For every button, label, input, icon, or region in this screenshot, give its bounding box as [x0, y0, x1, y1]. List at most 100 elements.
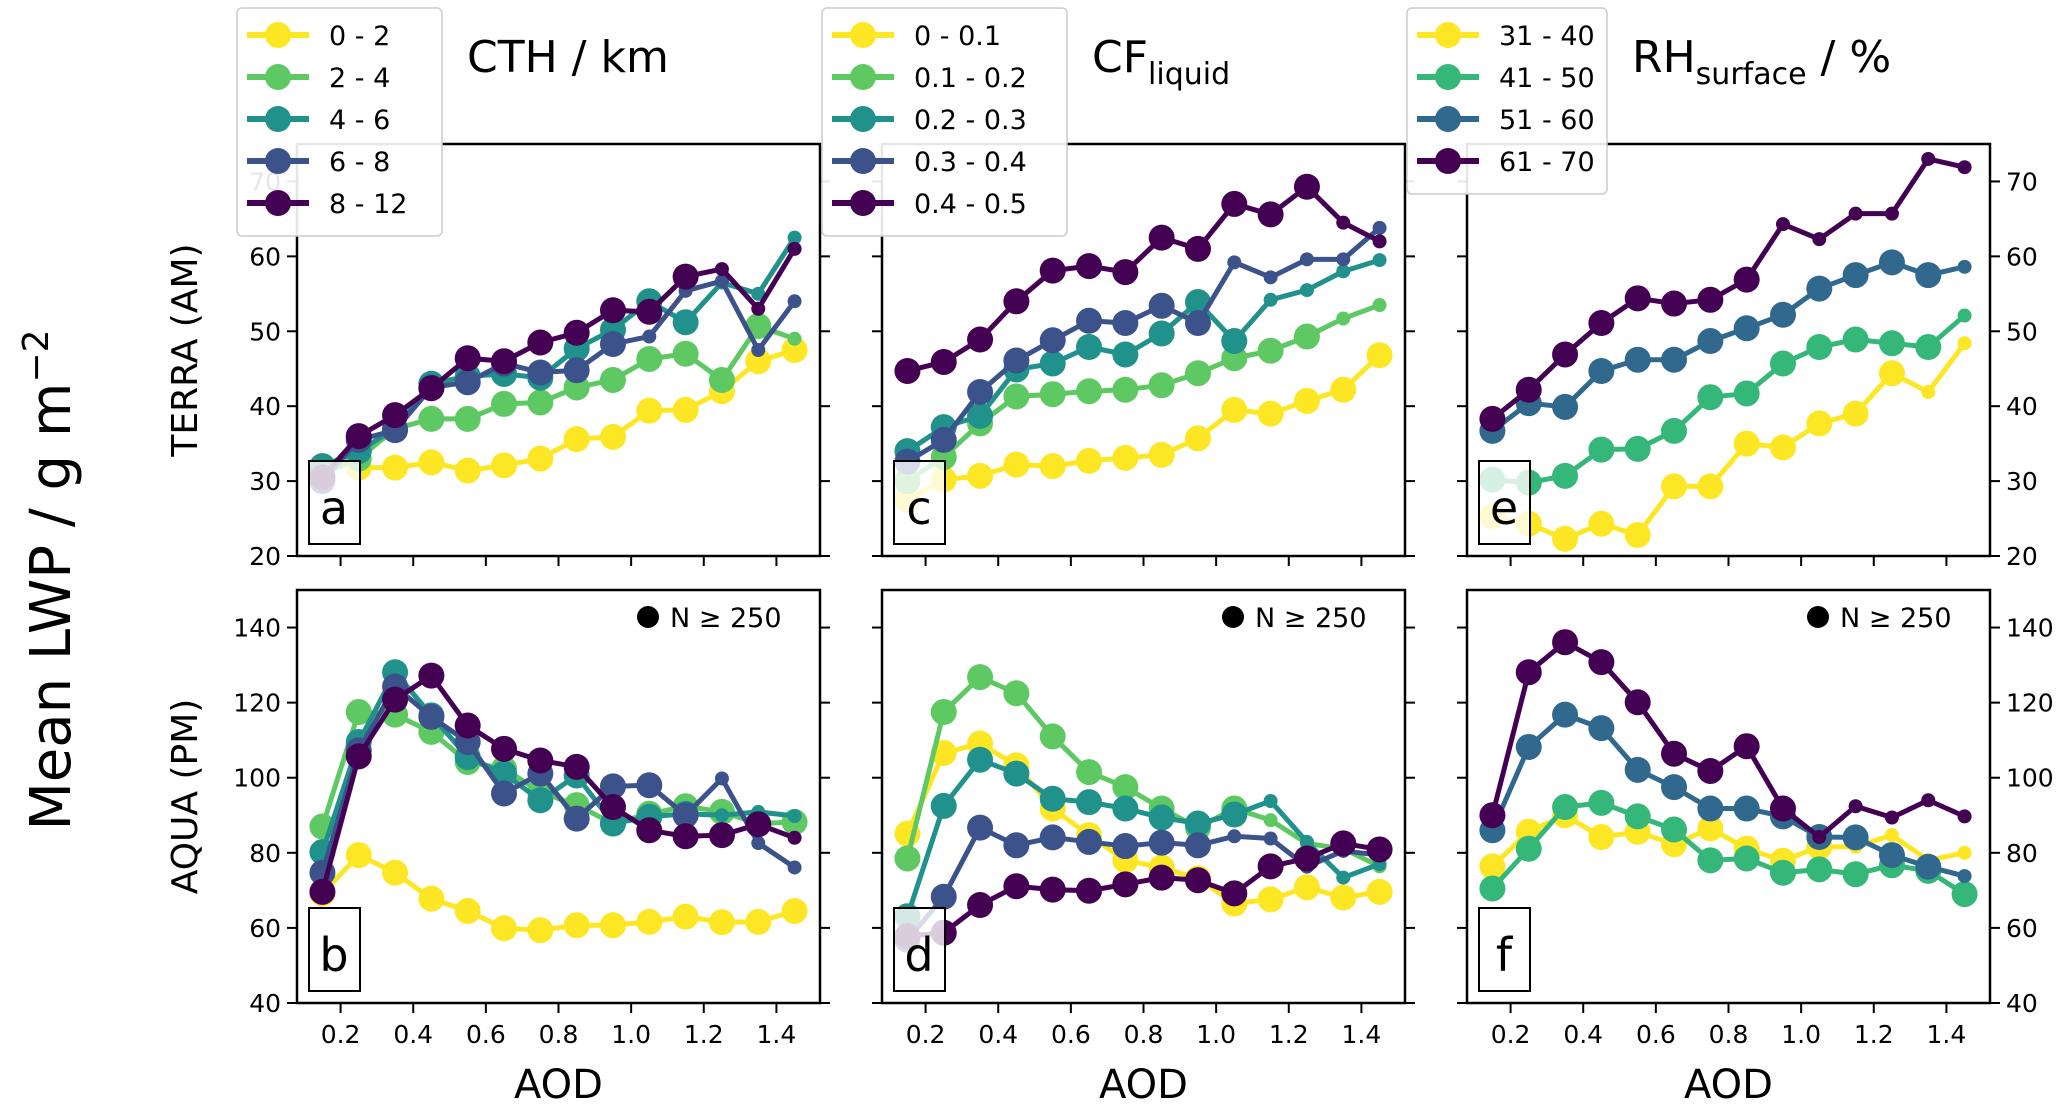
legend-label: 0 - 0.1	[914, 21, 1001, 52]
column-title-main: CTH / km	[467, 32, 669, 83]
data-point	[345, 423, 372, 450]
data-point	[1515, 835, 1542, 862]
data-point	[1769, 350, 1796, 377]
data-point	[527, 329, 554, 356]
data-point	[1661, 740, 1688, 767]
data-point	[1148, 320, 1175, 347]
data-point	[1806, 856, 1833, 883]
marker-size-note: N ≥ 250	[637, 603, 782, 634]
data-point	[1775, 217, 1790, 232]
legend-item: 0.2 - 0.3	[832, 105, 1027, 136]
legend: 0 - 2 2 - 4 4 - 6 6 - 8 8 - 12	[236, 7, 443, 237]
data-point	[1221, 396, 1248, 423]
data-point	[1479, 853, 1506, 880]
data-point	[1257, 201, 1284, 228]
data-point	[382, 686, 409, 713]
data-point	[345, 842, 372, 869]
data-point	[1263, 813, 1278, 828]
marker-size-note: N ≥ 250	[1222, 603, 1367, 634]
data-point	[714, 771, 729, 786]
data-point	[1624, 522, 1651, 549]
data-point	[1039, 257, 1066, 284]
data-point	[1515, 733, 1542, 760]
x-tick-label: 0.2	[906, 1020, 946, 1049]
legend-label: 4 - 6	[329, 105, 390, 136]
panel-letter-box: a	[308, 460, 361, 545]
row-label: AQUA (PM)	[165, 699, 206, 895]
panel-letter-frame	[308, 460, 361, 545]
data-point	[599, 773, 626, 800]
data-point	[491, 452, 518, 479]
legend-marker	[1435, 22, 1461, 48]
data-point	[1552, 393, 1579, 420]
data-point	[1884, 206, 1899, 221]
panel-letter-box: e	[1478, 460, 1531, 545]
legend-label: 2 - 4	[329, 63, 390, 94]
data-point	[787, 830, 802, 845]
data-point	[1697, 286, 1724, 313]
legend-frame	[1406, 7, 1608, 195]
data-point	[1515, 376, 1542, 403]
legend: 0 - 0.1 0.1 - 0.2 0.2 - 0.3 0.3 - 0.4 0.4 - …	[821, 7, 1068, 237]
data-point	[1957, 160, 1972, 175]
marker-note-text: N ≥ 250	[1255, 603, 1367, 634]
data-point	[491, 390, 518, 417]
data-point	[599, 297, 626, 324]
data-point	[345, 699, 372, 726]
y-tick-label: 40	[249, 392, 281, 421]
data-point	[708, 909, 735, 936]
data-point	[1184, 235, 1211, 262]
data-point	[1221, 190, 1248, 217]
data-point	[1588, 789, 1615, 816]
column-title-subscript: liquid	[1148, 57, 1230, 92]
column-title-suffix: / %	[1807, 32, 1892, 83]
y-tick-label: 40	[2006, 989, 2038, 1018]
x-axis-label: AOD	[514, 1062, 603, 1108]
data-point	[672, 309, 699, 336]
data-point	[309, 878, 336, 905]
data-point	[1039, 824, 1066, 851]
x-tick-label: 1.4	[757, 1020, 797, 1049]
data-point	[454, 712, 481, 739]
data-point	[1733, 430, 1760, 457]
data-point	[636, 817, 663, 844]
y-tick-label: 100	[233, 764, 281, 793]
data-point	[491, 780, 518, 807]
data-point	[708, 366, 735, 393]
data-point	[1148, 441, 1175, 468]
data-point	[1257, 400, 1284, 427]
data-point	[1257, 886, 1284, 913]
data-point	[527, 445, 554, 472]
column-title-subscript: surface	[1696, 57, 1807, 92]
data-point	[1588, 436, 1615, 463]
panel-letter-box: c	[893, 460, 946, 545]
y-tick-label: 120	[233, 689, 281, 718]
data-point	[1842, 861, 1869, 888]
data-point	[967, 746, 994, 773]
data-point	[1552, 525, 1579, 552]
data-point	[1661, 816, 1688, 843]
y-tick-label: 100	[2006, 764, 2054, 793]
data-point	[930, 348, 957, 375]
data-point	[1733, 315, 1760, 342]
data-point	[1951, 881, 1978, 908]
legend-marker	[1435, 148, 1461, 174]
data-point	[1184, 867, 1211, 894]
data-point	[1552, 701, 1579, 728]
panel-f: 0.2 0.4 0.6 0.8 1.0 1.2 1.4 40 60 80 100 120 140 f AOD…	[1457, 588, 2054, 1108]
data-point	[1588, 824, 1615, 851]
data-point	[1884, 810, 1899, 825]
x-axis-label: AOD	[1099, 1062, 1188, 1108]
data-point	[1263, 292, 1278, 307]
data-point	[1076, 253, 1103, 280]
data-point	[1806, 334, 1833, 361]
y-tick-label: 50	[2006, 317, 2038, 346]
x-tick-label: 1.2	[1854, 1020, 1894, 1049]
data-point	[930, 792, 957, 819]
data-point	[1624, 803, 1651, 830]
data-point	[599, 366, 626, 393]
data-point	[1039, 327, 1066, 354]
data-point	[563, 753, 590, 780]
legend-item: 8 - 12	[247, 189, 407, 220]
data-point	[1733, 380, 1760, 407]
